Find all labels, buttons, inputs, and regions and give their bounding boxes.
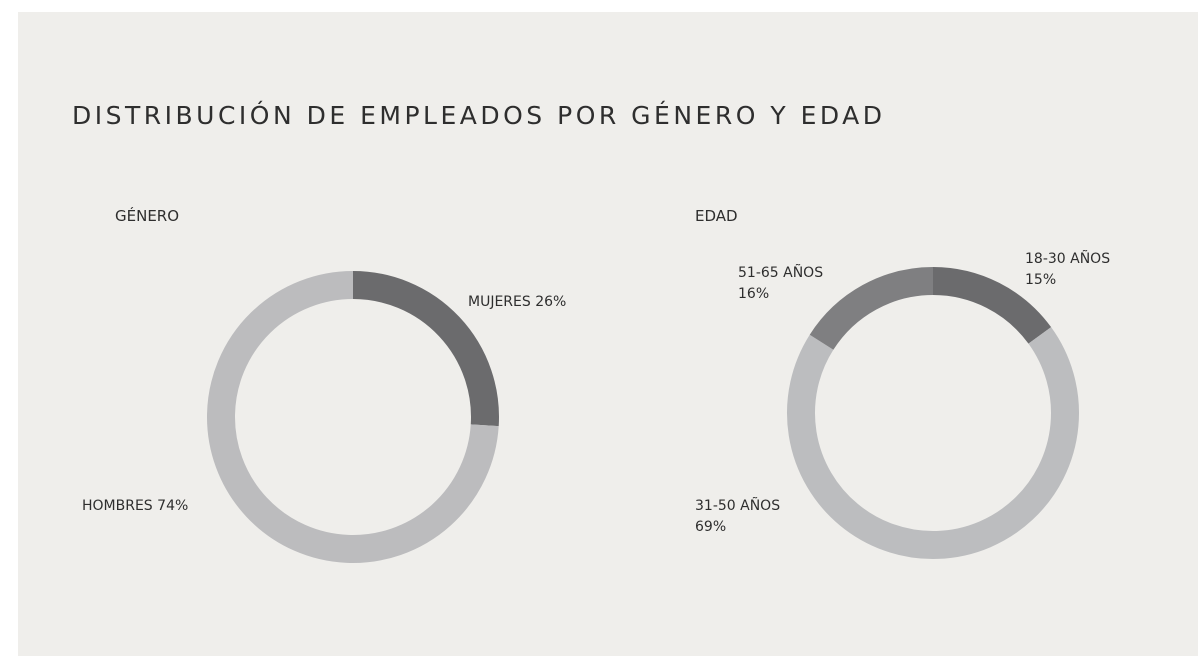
segment-label: 18-30 AÑOS 15% <box>1025 250 1110 288</box>
value-label: 74% <box>157 498 188 514</box>
chart-subtitle: EDAD <box>695 207 738 225</box>
panel <box>18 12 1198 656</box>
value-label: 69% <box>695 519 726 535</box>
value-label: 26% <box>535 294 566 310</box>
category-label: 51-65 AÑOS <box>738 264 823 281</box>
category-label: MUJERES <box>468 294 531 310</box>
donut-segment <box>809 267 934 351</box>
page-title: DISTRIBUCIÓN DE EMPLEADOS POR GÉNERO Y E… <box>72 100 886 130</box>
segment-label: HOMBRES 74% <box>82 498 188 514</box>
donut-segment <box>352 271 499 427</box>
category-label: 31-50 AÑOS <box>695 497 780 514</box>
category-label: HOMBRES <box>82 498 153 514</box>
segment-label: 51-65 AÑOS 16% <box>738 264 823 302</box>
donut-segment <box>932 267 1052 344</box>
chart-subtitle: GÉNERO <box>115 206 179 225</box>
value-label: 15% <box>1025 272 1056 288</box>
donut-segment <box>207 271 499 563</box>
segment-label: 31-50 AÑOS 69% <box>695 497 780 535</box>
donut-segment <box>787 327 1079 559</box>
value-label: 16% <box>738 286 769 302</box>
segment-label: MUJERES 26% <box>468 294 566 310</box>
category-label: 18-30 AÑOS <box>1025 250 1110 267</box>
